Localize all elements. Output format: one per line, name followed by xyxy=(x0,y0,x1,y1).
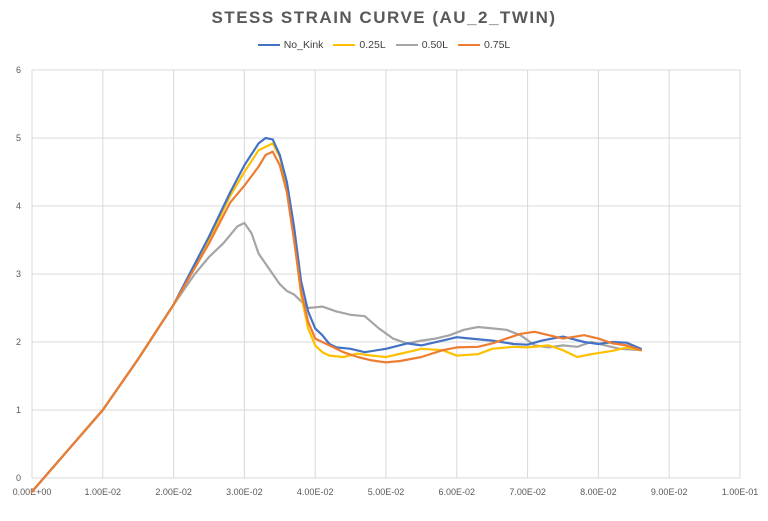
x-tick-label: 3.00E-02 xyxy=(226,487,263,497)
legend-label-no-kink: No_Kink xyxy=(283,39,324,51)
x-tick-label: 2.00E-02 xyxy=(155,487,192,497)
chart-title: STESS STRAIN CURVE (AU_2_TWIN) xyxy=(211,8,557,27)
series-line-no-kink xyxy=(30,136,643,493)
legend-swatch-0-50l xyxy=(395,43,418,47)
y-tick-label: 5 xyxy=(16,133,21,143)
legend-swatch-0-25l xyxy=(333,43,356,47)
legend-label-0-50l: 0.50L xyxy=(421,39,448,51)
y-tick-label: 0 xyxy=(16,473,21,483)
series-line-0-25l xyxy=(30,142,643,493)
series-line-0-75l xyxy=(30,150,643,493)
y-tick-label: 6 xyxy=(16,65,21,75)
x-tick-label: 9.00E-02 xyxy=(651,487,688,497)
legend: No_Kink 0.25L 0.50L 0.75L xyxy=(0,39,768,51)
legend-item-0-75l: 0.75L xyxy=(457,39,511,51)
legend-swatch-no-kink xyxy=(257,43,280,47)
legend-item-no-kink: No_Kink xyxy=(257,39,324,51)
legend-item-0-25l: 0.25L xyxy=(333,39,386,51)
y-tick-label: 1 xyxy=(16,405,21,415)
x-tick-label: 8.00E-02 xyxy=(580,487,617,497)
legend-swatch-0-75l xyxy=(457,43,480,47)
legend-item-0-50l: 0.50L xyxy=(395,39,448,51)
x-tick-label: 6.00E-02 xyxy=(439,487,476,497)
y-tick-label: 4 xyxy=(16,201,21,211)
x-tick-label: 7.00E-02 xyxy=(509,487,546,497)
y-tick-label: 2 xyxy=(16,337,21,347)
legend-label-0-75l: 0.75L xyxy=(483,39,511,51)
legend-label-0-25l: 0.25L xyxy=(359,39,386,51)
x-tick-label: 1.00E-01 xyxy=(722,487,759,497)
x-tick-label: 5.00E-02 xyxy=(368,487,405,497)
x-tick-label: 1.00E-02 xyxy=(85,487,122,497)
x-tick-label: 4.00E-02 xyxy=(297,487,334,497)
y-tick-label: 3 xyxy=(16,269,21,279)
